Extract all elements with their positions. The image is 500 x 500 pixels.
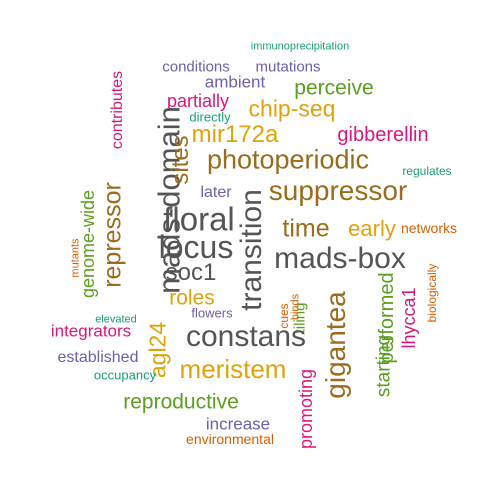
word-promoting: promoting	[296, 368, 316, 450]
word-lhycca1: lhycca1	[399, 287, 419, 349]
word-chip-seq: chip-seq	[248, 95, 336, 122]
word-floral: floral	[163, 200, 235, 238]
word-soc1: soc1	[165, 259, 217, 286]
word-mutants: mutants	[69, 238, 82, 278]
word-mutations: mutations	[255, 58, 321, 76]
word-gigantea: gigantea	[320, 291, 351, 399]
word-elevated: elevated	[95, 313, 137, 326]
word-established: established	[57, 349, 139, 366]
word-conditions: conditions	[162, 58, 230, 76]
word-directly: directly	[189, 109, 231, 125]
word-environmental: environmental	[186, 431, 274, 447]
word-early: early	[348, 216, 396, 241]
word-regulates: regulates	[402, 164, 452, 178]
word-roles: roles	[169, 286, 215, 310]
word-constans: constans	[185, 320, 307, 353]
word-mir172a: mir172a	[191, 121, 279, 148]
word-genome-wide: genome-wide	[78, 189, 98, 299]
word-locus: locus	[158, 229, 234, 265]
word-increase: increase	[205, 414, 271, 434]
word-later: later	[200, 184, 232, 201]
word-partially: partially	[166, 91, 230, 111]
word-contributes: contributes	[109, 70, 126, 150]
word-sites: sites	[167, 135, 194, 185]
word-integrators: integrators	[50, 321, 132, 341]
word-repressor: repressor	[98, 182, 127, 288]
word-starting: starting	[373, 334, 395, 398]
word-occupancy: occupancy	[93, 367, 157, 383]
word-gibberellin: gibberellin	[337, 124, 429, 146]
word-biologically: biologically	[425, 263, 439, 323]
word-reproductive: reproductive	[123, 390, 239, 414]
word-networks: networks	[400, 220, 458, 236]
word-immunoprecipitation: immunoprecipitation	[250, 40, 350, 53]
word-time: time	[282, 214, 330, 243]
word-suppressor: suppressor	[268, 175, 408, 206]
word-mads-box: mads-box	[274, 242, 406, 275]
word-transition: transition	[235, 189, 268, 311]
word-ambient: ambient	[204, 72, 266, 92]
word-photoperiodic: photoperiodic	[206, 144, 370, 175]
word-meristem: meristem	[179, 354, 287, 384]
word-perceive: perceive	[294, 76, 374, 100]
word-flowers: flowers	[191, 305, 233, 321]
